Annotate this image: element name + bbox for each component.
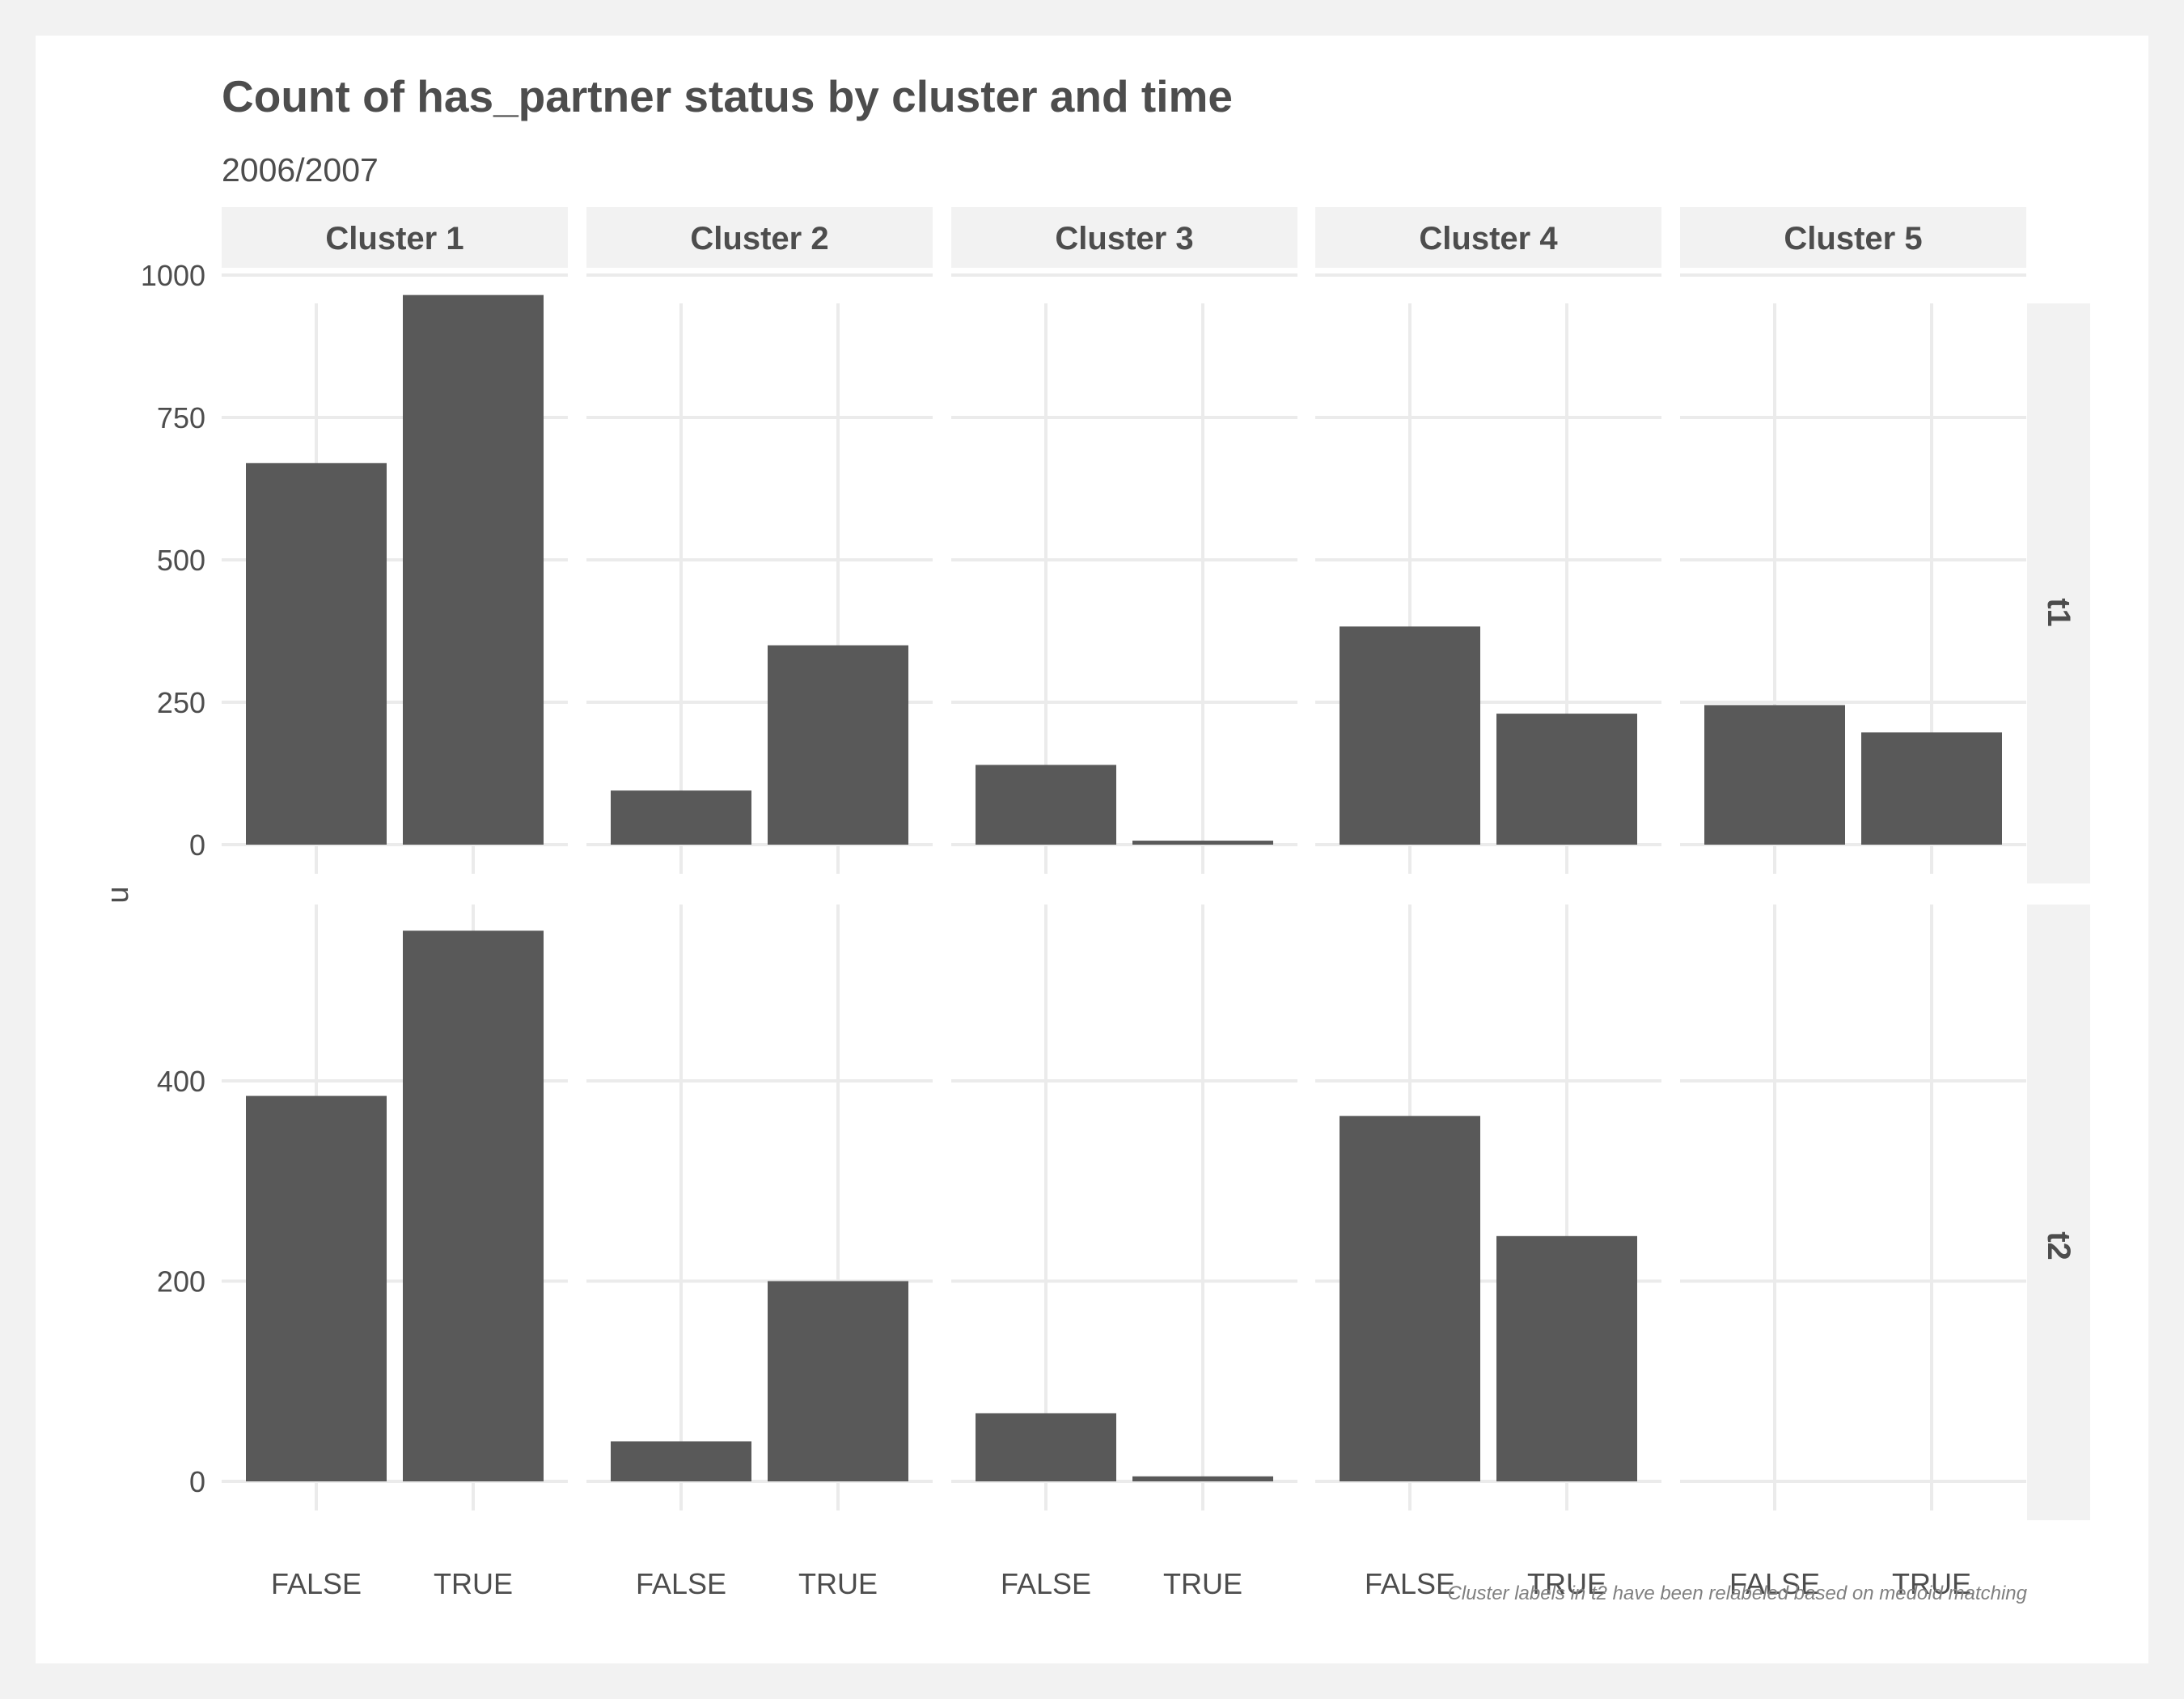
bar-t1-4-true xyxy=(1496,714,1637,845)
x-tick-label: TRUE xyxy=(1892,1567,1971,1600)
x-tick-label: FALSE xyxy=(1729,1567,1820,1600)
facet-strip-1 xyxy=(222,207,568,268)
x-tick-label: TRUE xyxy=(1527,1567,1606,1600)
bar-t1-1-false xyxy=(246,463,387,845)
y-axis-title: n xyxy=(104,886,138,903)
y-tick-label: 0 xyxy=(189,828,205,862)
bar-t2-4-false xyxy=(1340,1116,1480,1481)
facet-strip-label: Cluster 2 xyxy=(690,221,828,256)
row-strip-t1 xyxy=(2027,303,2090,883)
bar-t2-3-true xyxy=(1132,1476,1273,1481)
x-tick-label: FALSE xyxy=(1001,1567,1091,1600)
bar-t2-3-false xyxy=(976,1413,1116,1481)
bar-t2-2-true xyxy=(768,1281,908,1481)
y-tick-label: 500 xyxy=(157,544,205,577)
x-tick-label: TRUE xyxy=(1163,1567,1242,1600)
facet-strip-4 xyxy=(1315,207,1661,268)
chart-card: Count of has_partner status by cluster a… xyxy=(36,36,2148,1663)
facet-panels: Cluster 1 Cluster 2 Cluster 3 Cluster 4 Clus… xyxy=(141,207,2090,1600)
facet-strip-label: Cluster 5 xyxy=(1784,221,1922,256)
bar-t2-1-true xyxy=(403,930,544,1481)
y-tick-label: 0 xyxy=(189,1465,205,1498)
facet-strip-2 xyxy=(586,207,933,268)
bar-t1-2-true xyxy=(768,645,908,845)
bar-t1-5-true xyxy=(1861,732,2002,845)
bar-t1-3-false xyxy=(976,765,1116,845)
bar-t2-4-true xyxy=(1496,1235,1637,1481)
bar-t1-5-false xyxy=(1704,705,1845,845)
facet-strip-label: Cluster 3 xyxy=(1055,221,1193,256)
bar-t1-3-true xyxy=(1132,841,1273,845)
y-tick-label: 1000 xyxy=(141,259,205,292)
facet-strip-5 xyxy=(1680,207,2026,268)
x-tick-label: FALSE xyxy=(1365,1567,1455,1600)
y-tick-label: 200 xyxy=(157,1265,205,1299)
chart-caption: Cluster labels in t2 have been relabeled… xyxy=(1448,1582,2028,1604)
chart-subtitle: 2006/2007 xyxy=(222,151,379,189)
x-tick-label: FALSE xyxy=(271,1567,362,1600)
bar-t1-4-false xyxy=(1340,626,1480,845)
x-tick-label: TRUE xyxy=(798,1567,878,1600)
facet-strip-label: Cluster 1 xyxy=(325,221,463,256)
row-strip-label: t1 xyxy=(2041,598,2076,627)
bar-t1-1-true xyxy=(403,294,544,845)
faceted-bar-chart: Count of has_partner status by cluster a… xyxy=(104,71,2090,1604)
y-tick-label: 400 xyxy=(157,1065,205,1098)
row-strip-t2 xyxy=(2027,905,2090,1520)
y-tick-label: 750 xyxy=(157,401,205,434)
y-tick-label: 250 xyxy=(157,686,205,719)
bar-t1-2-false xyxy=(611,790,751,845)
chart-title: Count of has_partner status by cluster a… xyxy=(222,71,1233,121)
row-strip-label: t2 xyxy=(2041,1231,2076,1260)
x-tick-label: TRUE xyxy=(434,1567,513,1600)
x-tick-label: FALSE xyxy=(636,1567,726,1600)
facet-strip-3 xyxy=(951,207,1297,268)
facet-strip-label: Cluster 4 xyxy=(1419,221,1558,256)
bar-t2-1-false xyxy=(246,1095,387,1481)
bar-t2-2-false xyxy=(611,1441,751,1481)
